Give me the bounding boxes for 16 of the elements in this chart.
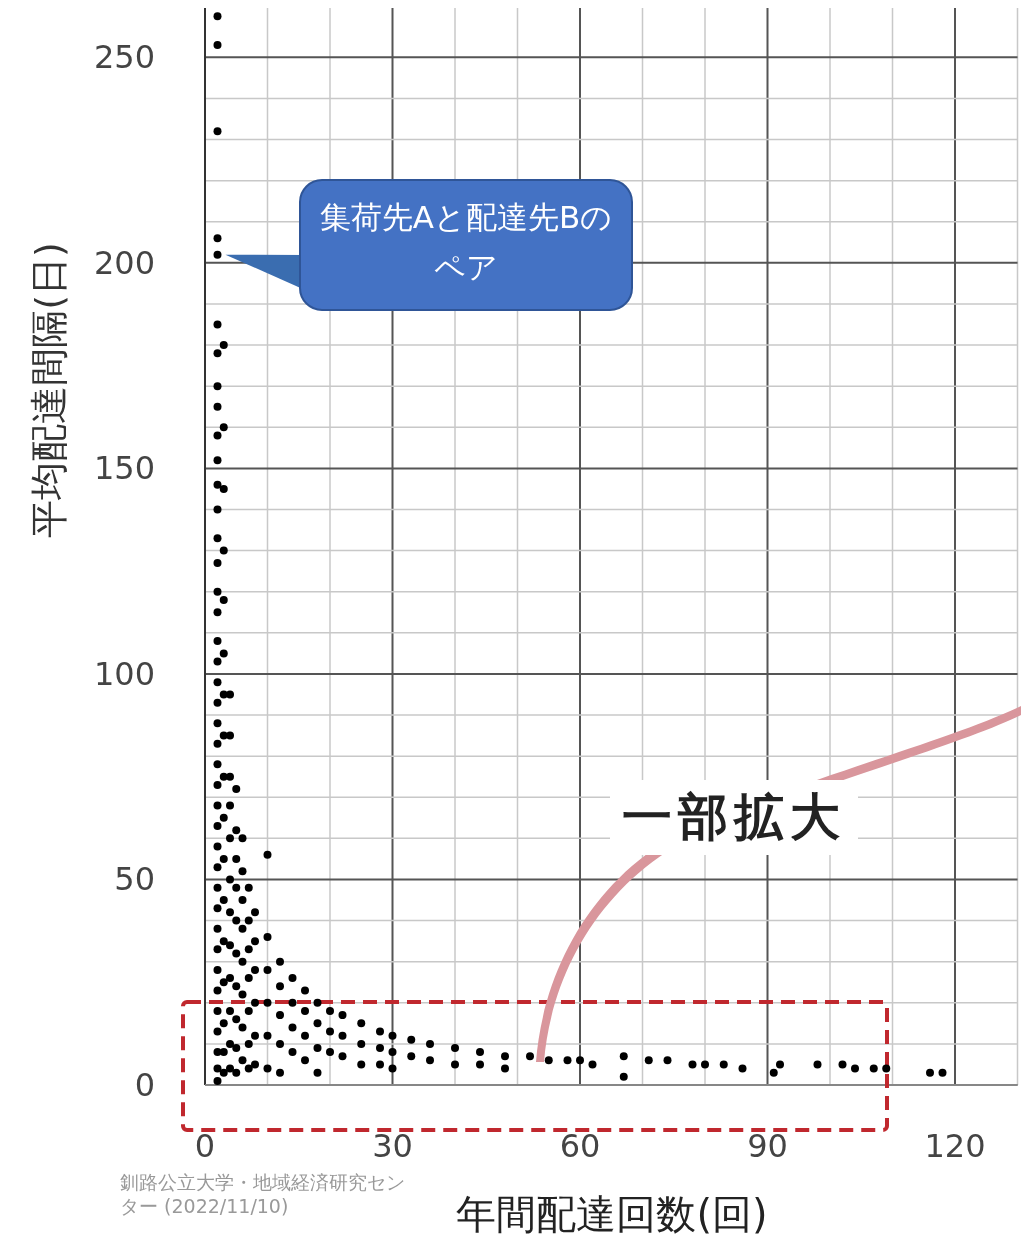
- x-tick-label: 0: [194, 1127, 216, 1165]
- y-tick-label: 250: [93, 38, 155, 77]
- y-tick-label: 0: [134, 1066, 155, 1104]
- annotation: 集荷先Aと配達先Bのペア: [318, 198, 614, 287]
- y-tick-label: 100: [93, 654, 155, 693]
- x-tick-label: 30: [372, 1127, 413, 1165]
- y-axis-title: 平均配達間隔(日): [27, 242, 71, 538]
- y-tick-label: 50: [114, 860, 155, 899]
- x-tick-label: 60: [559, 1127, 601, 1165]
- text: 釧路公立大学・地域経済研究センター (2022/11/10): [120, 1170, 406, 1218]
- x-tick-label: 90: [747, 1127, 788, 1165]
- y-tick-label: 150: [93, 449, 155, 488]
- x-tick-label: 120: [924, 1127, 986, 1165]
- y-tick-label: 200: [93, 243, 155, 282]
- annotation: 一部拡大: [610, 780, 858, 855]
- x-axis-title: 年間配達回数(回): [456, 1191, 768, 1237]
